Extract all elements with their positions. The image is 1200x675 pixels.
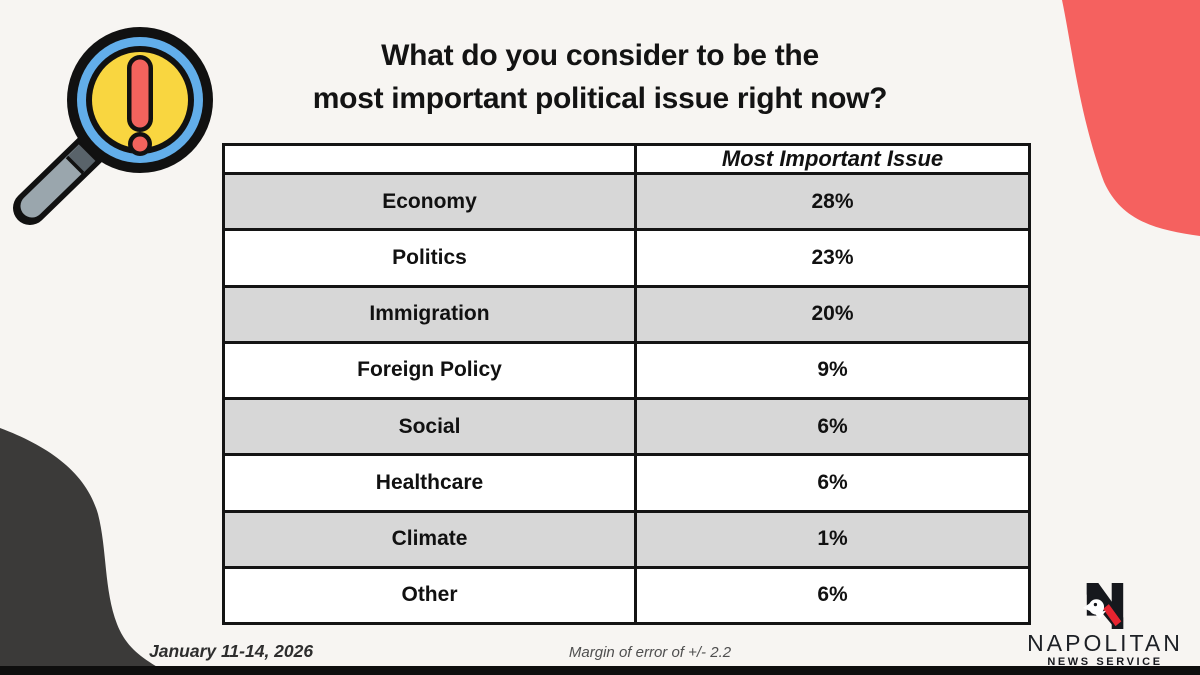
row-label: Healthcare (222, 453, 637, 513)
logo-name: NAPOLITAN (1027, 630, 1183, 656)
table-row: Other 6% (222, 565, 1031, 626)
row-value: 1% (634, 509, 1031, 569)
row-value: 6% (634, 453, 1031, 513)
table-row: Economy 28% (222, 171, 1031, 232)
row-label: Foreign Policy (222, 340, 637, 401)
title-line-1: What do you consider to be the (381, 39, 819, 72)
table-row: Politics 23% (222, 228, 1031, 288)
bottom-accent-bar (0, 666, 1200, 675)
row-value: 6% (634, 396, 1031, 457)
row-value: 6% (634, 565, 1031, 626)
row-label: Other (222, 565, 637, 626)
logo-subtitle: NEWS SERVICE (1047, 656, 1163, 668)
header-value-cell: Most Important Issue (634, 143, 1031, 175)
table-row: Social 6% (222, 396, 1031, 457)
table-row: Climate 1% (222, 509, 1031, 569)
margin-of-error-note: Margin of error of +/- 2.2 (568, 644, 732, 661)
row-value: 23% (634, 228, 1031, 288)
title-line-2: most important political issue right now… (312, 82, 888, 115)
row-label: Politics (222, 228, 637, 288)
row-value: 28% (634, 171, 1031, 232)
row-value: 9% (634, 340, 1031, 401)
napolitan-n-eagle-logo-icon (1082, 583, 1124, 629)
table-row: Immigration 20% (222, 284, 1031, 344)
table-row: Healthcare 6% (222, 453, 1031, 513)
poll-results-table: Most Important Issue Economy 28% Politic… (222, 143, 1031, 626)
table-row: Foreign Policy 9% (222, 340, 1031, 401)
row-label: Economy (222, 171, 637, 232)
survey-date-range: January 11-14, 2026 (149, 641, 314, 661)
row-label: Climate (222, 509, 637, 569)
header-empty-cell (222, 143, 637, 175)
row-value: 20% (634, 284, 1031, 344)
magnifier-alert-icon (13, 27, 213, 225)
dark-blob-bottom-left (0, 428, 172, 675)
napolitan-logo: NAPOLITAN NEWS SERVICE (1020, 583, 1190, 669)
row-label: Social (222, 396, 637, 457)
poll-question-title: What do you consider to be the most impo… (0, 34, 1200, 120)
row-label: Immigration (222, 284, 637, 344)
table-header-row: Most Important Issue (222, 143, 1031, 175)
